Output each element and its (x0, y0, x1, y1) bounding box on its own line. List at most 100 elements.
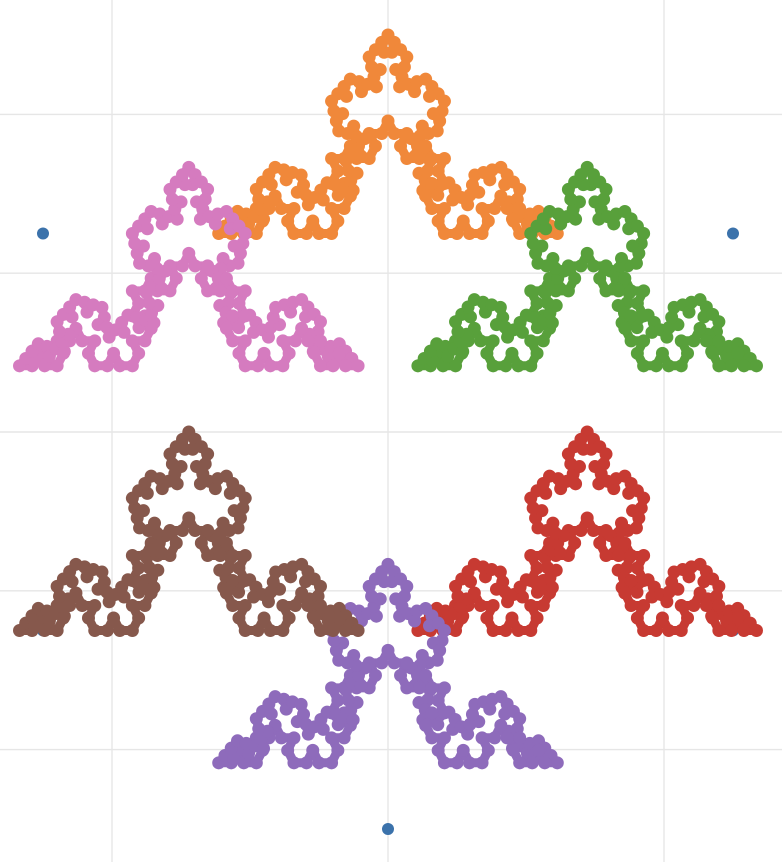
data-point (431, 693, 445, 707)
data-point (456, 214, 470, 228)
data-point (412, 152, 426, 165)
data-point (475, 201, 489, 215)
data-point (511, 359, 525, 373)
data-point (147, 316, 161, 330)
data-point (294, 697, 308, 711)
data-point (624, 334, 638, 348)
data-point (531, 521, 545, 535)
data-point (505, 611, 519, 625)
data-point (284, 570, 298, 584)
data-point (486, 623, 500, 637)
data-point (238, 227, 252, 241)
data-point (155, 546, 169, 560)
data-point (586, 259, 600, 273)
data-point (536, 598, 550, 612)
data-point (201, 549, 215, 562)
data-point (313, 334, 327, 348)
data-point (630, 585, 644, 599)
data-point (737, 623, 751, 637)
data-point (624, 284, 638, 298)
data-point (252, 192, 266, 206)
data-point (326, 623, 340, 637)
data-point (494, 718, 508, 732)
data-point (693, 321, 707, 335)
data-point (569, 212, 583, 226)
data-point (425, 201, 439, 215)
data-point (515, 325, 529, 339)
data-point (226, 598, 240, 612)
data-point (483, 702, 497, 716)
data-point (437, 756, 451, 770)
data-point (249, 226, 263, 240)
data-point (437, 176, 451, 190)
data-point (524, 598, 538, 612)
data-point (249, 756, 263, 770)
data-point (480, 346, 494, 360)
data-point (257, 212, 271, 226)
data-point (75, 334, 89, 348)
data-point (624, 573, 638, 587)
data-point (437, 731, 451, 745)
data-point (465, 707, 479, 721)
data-point (299, 226, 313, 240)
data-point (100, 623, 114, 637)
data-point (513, 226, 527, 240)
data-point (400, 127, 414, 140)
data-point (326, 359, 340, 373)
data-point (425, 152, 439, 165)
data-point (687, 598, 701, 612)
data-point (437, 706, 451, 720)
data-point (178, 442, 192, 456)
data-point (505, 346, 519, 360)
data-point (506, 743, 520, 757)
data-point (354, 149, 368, 163)
data-point (182, 511, 196, 525)
data-point (724, 359, 738, 373)
data-point (506, 214, 520, 228)
data-point (238, 598, 252, 612)
data-point (580, 511, 594, 525)
data-point (674, 334, 688, 348)
data-point (494, 189, 508, 203)
data-point (574, 524, 588, 537)
data-point (637, 549, 651, 562)
data-point (681, 346, 695, 360)
data-point (499, 359, 513, 373)
data-point (433, 114, 447, 128)
data-point (655, 611, 669, 625)
data-point (226, 549, 240, 562)
data-point (176, 168, 190, 182)
data-point (288, 334, 302, 348)
data-point (375, 35, 389, 49)
data-point (681, 611, 695, 625)
data-point (219, 321, 233, 335)
data-point (412, 681, 426, 695)
data-point (624, 598, 638, 612)
data-point (219, 536, 233, 550)
data-point (337, 201, 351, 215)
data-point (226, 284, 240, 298)
data-point (170, 477, 184, 491)
data-point (313, 359, 327, 373)
data-point (325, 226, 339, 240)
data-point (287, 756, 301, 770)
data-point (541, 296, 555, 310)
data-point (513, 731, 527, 745)
data-point (624, 309, 638, 323)
data-point (295, 321, 309, 335)
data-point (599, 182, 613, 196)
data-point (674, 359, 688, 373)
data-point (208, 217, 222, 231)
data-point (208, 482, 222, 496)
data-point (178, 178, 192, 192)
data-point (169, 271, 183, 285)
data-point (500, 201, 514, 215)
series-3 (411, 425, 763, 637)
data-point (665, 310, 679, 324)
data-point (599, 524, 613, 537)
data-point (107, 346, 121, 360)
data-point (450, 756, 464, 770)
data-point (252, 722, 266, 736)
data-point (188, 259, 202, 273)
